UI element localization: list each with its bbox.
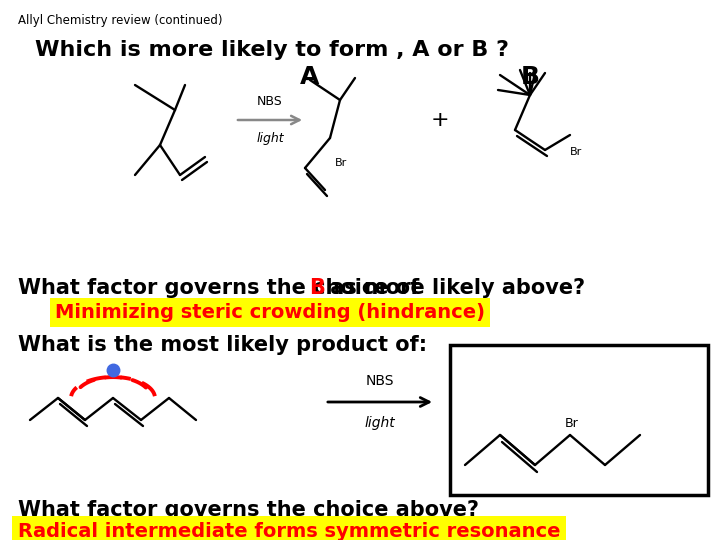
Text: NBS: NBS xyxy=(257,95,283,108)
Text: Br: Br xyxy=(570,147,582,157)
Text: B: B xyxy=(521,65,539,89)
Text: as more likely above?: as more likely above? xyxy=(323,278,585,298)
Text: light: light xyxy=(364,416,395,430)
Text: What is the most likely product of:: What is the most likely product of: xyxy=(18,335,427,355)
Text: Allyl Chemistry review (continued): Allyl Chemistry review (continued) xyxy=(18,14,222,27)
Text: What factor governs the choice of: What factor governs the choice of xyxy=(18,278,426,298)
Text: +: + xyxy=(431,110,449,130)
Text: A: A xyxy=(300,65,320,89)
Text: Br: Br xyxy=(565,417,579,430)
Text: NBS: NBS xyxy=(366,374,395,388)
Text: Which is more likely to form , A or B ?: Which is more likely to form , A or B ? xyxy=(35,40,509,60)
Text: B: B xyxy=(309,278,325,298)
Text: light: light xyxy=(256,132,284,145)
Bar xyxy=(450,345,708,495)
Text: What factor governs the choice above?: What factor governs the choice above? xyxy=(18,500,479,520)
Text: Radical intermediate forms symmetric resonance: Radical intermediate forms symmetric res… xyxy=(18,522,560,540)
Text: Minimizing steric crowding (hindrance): Minimizing steric crowding (hindrance) xyxy=(55,303,485,322)
Text: Br: Br xyxy=(335,158,347,168)
